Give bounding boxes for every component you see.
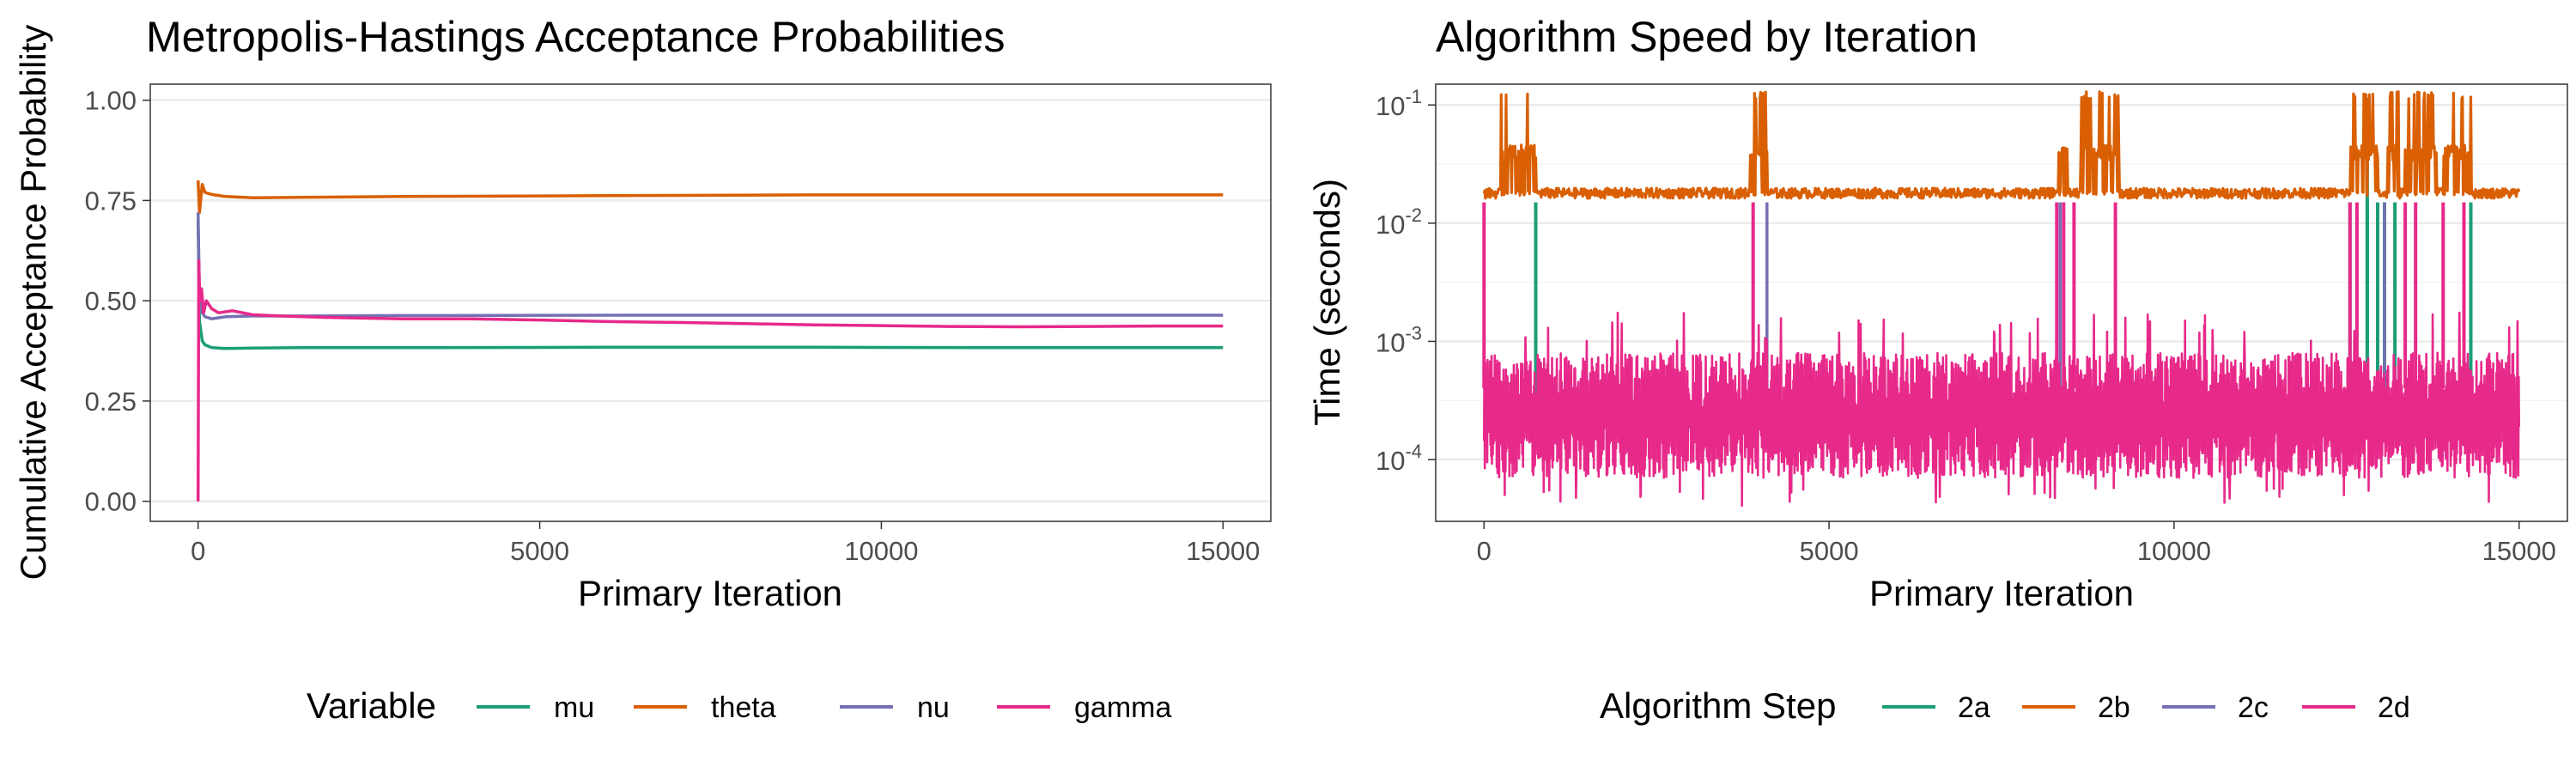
acceptance-gridlines [150,99,1271,502]
acceptance-chart-title: Metropolis-Hastings Acceptance Probabili… [146,13,1005,61]
legend-label-2a: 2a [1958,691,1990,724]
acceptance-x-tick-label: 10000 [844,536,918,566]
legend-label-2b: 2b [2098,691,2130,724]
legend-label-theta: theta [711,691,776,724]
series-line-gamma [196,259,1224,502]
series-line-2d-spikes [1482,202,2466,389]
acceptance-y-tick-label: 0.50 [85,286,137,316]
series-line-2b [1482,90,2521,200]
speed-x-tick-label: 10000 [2137,536,2211,566]
speed-y-tick-label: 10-4 [1376,441,1422,476]
series-line-mu [196,220,1224,350]
acceptance-x-tick-label: 5000 [510,536,569,566]
acceptance-series [196,180,1224,502]
acceptance-x-tick-label: 0 [191,536,205,566]
speed-y-tick-label: 10-1 [1376,86,1422,121]
acceptance-y-tick-label: 0.75 [85,186,137,216]
legend-label-nu: nu [917,691,950,724]
speed-series [1482,90,2521,508]
speed-y-axis-label: Time (seconds) [1307,179,1347,426]
speed-plot-border [1435,83,2568,522]
acceptance-plot-area [150,84,1271,521]
speed-x-tick-label: 5000 [1800,536,1859,566]
acceptance-y-axis-label: Cumulative Acceptance Probability [13,25,53,581]
acceptance-legend-title: Variable [307,685,436,726]
acceptance-x-tick-label: 15000 [1186,536,1260,566]
legend-label-mu: mu [554,691,594,724]
speed-x-tick-label: 0 [1477,536,1492,566]
acceptance-y-tick-label: 0.00 [85,487,137,517]
acceptance-ticks: 0.00 0.25 0.50 0.75 1.00 0 5000 10000 15000 [85,86,1261,566]
speed-legend-title: Algorithm Step [1600,685,1836,726]
speed-y-tick-label: 10-3 [1376,322,1422,357]
speed-legend: Algorithm Step 2a 2b 2c 2d [1600,685,2410,726]
speed-y-tick-label: 10-2 [1376,204,1422,240]
acceptance-y-tick-label: 0.25 [85,386,137,417]
series-line-2d [1483,311,2520,508]
legend-label-2d: 2d [2378,691,2410,724]
legend-label-gamma: gamma [1074,691,1171,724]
acceptance-x-axis-label: Primary Iteration [578,573,842,613]
acceptance-legend: Variable mu theta nu gamma [307,685,1171,726]
speed-chart: Algorithm Speed by Iteration 10-410-310-… [1307,13,2568,726]
speed-ticks: 10-4 10-3 10-2 10-1 0 5000 10000 15000 [1376,86,2556,566]
series-line-theta [196,180,1224,215]
acceptance-y-tick-label: 1.00 [85,86,137,116]
acceptance-plot-border [149,83,1272,522]
speed-x-axis-label: Primary Iteration [1869,573,2134,613]
speed-chart-title: Algorithm Speed by Iteration [1436,13,1978,61]
legend-label-2c: 2c [2238,691,2269,724]
speed-x-tick-label: 15000 [2482,536,2556,566]
acceptance-chart: Metropolis-Hastings Acceptance Probabili… [13,13,1272,726]
